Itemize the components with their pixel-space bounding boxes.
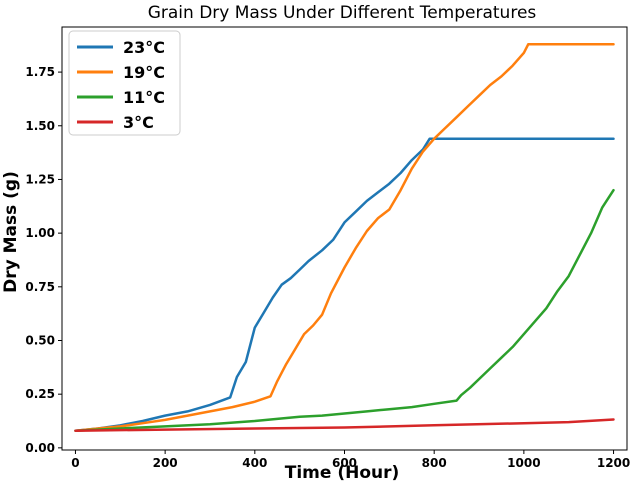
series-line	[74, 137, 615, 432]
x-axis-label: Time (Hour)	[285, 463, 400, 483]
x-tick-label: 0	[71, 456, 79, 470]
x-tick-label: 1000	[507, 456, 540, 470]
legend-box	[68, 30, 181, 136]
legend: 23°C 19°C 11°C 3°C	[68, 30, 181, 136]
legend-label: 23°C	[123, 38, 165, 57]
x-tick-label: 1200	[597, 456, 630, 470]
x-tick-label: 600	[332, 456, 357, 470]
x-tick-label: 200	[153, 456, 178, 470]
y-tick-label: 1.25	[25, 172, 55, 186]
y-tick-label: 0.25	[25, 387, 55, 401]
y-tick-label: 1.75	[25, 65, 55, 79]
series-line	[74, 188, 615, 432]
y-tick-label: 1.00	[25, 226, 55, 240]
y-tick-label: 0.75	[25, 280, 55, 294]
axes: 0 200 400 600 800 1000 1200 0.00 0.25 0.50 0.75 1.0…	[25, 26, 630, 470]
legend-label: 11°C	[123, 88, 165, 107]
y-tick-label: 1.50	[25, 119, 55, 133]
y-axis-label: Dry Mass (g)	[1, 171, 21, 293]
series-line	[74, 42, 615, 432]
y-tick-label: 0.00	[25, 441, 55, 455]
chart-title: Grain Dry Mass Under Different Temperatu…	[148, 3, 537, 23]
x-tick-label: 800	[422, 456, 447, 470]
y-tick-label: 0.50	[25, 333, 55, 347]
series-lines	[74, 42, 615, 432]
series-line	[74, 418, 615, 432]
legend-label: 19°C	[123, 63, 165, 82]
legend-label: 3°C	[123, 113, 154, 132]
x-tick-label: 400	[242, 456, 267, 470]
